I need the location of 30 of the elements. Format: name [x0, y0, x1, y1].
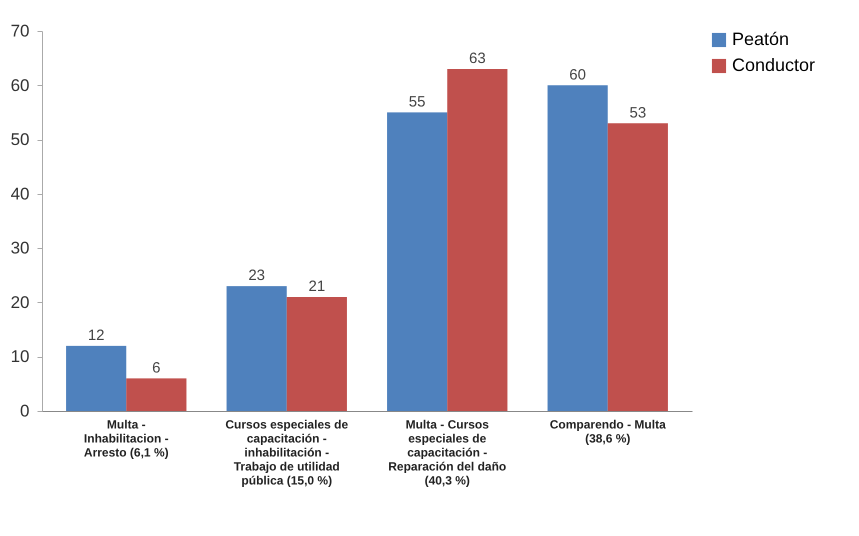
- x-tick-label: Comparendo - Multa (38,6 %): [550, 418, 666, 446]
- data-label: 60: [569, 66, 586, 84]
- data-label: 63: [468, 50, 486, 67]
- bar: [126, 378, 186, 411]
- y-tick-label: 70: [10, 22, 30, 40]
- y-tick-label: 10: [10, 347, 30, 366]
- legend-label: Peatón: [732, 29, 790, 49]
- y-tick-label: 50: [10, 130, 30, 150]
- data-label: 21: [308, 278, 326, 295]
- data-label: 55: [408, 93, 426, 110]
- bar: [66, 346, 126, 411]
- data-label: 12: [88, 326, 105, 344]
- y-tick-label: 30: [10, 238, 30, 258]
- bar: [387, 112, 448, 411]
- legend-label: Conductor: [732, 55, 816, 75]
- bar: [548, 85, 608, 411]
- bar: [286, 297, 347, 411]
- bar: [608, 123, 668, 411]
- bar: [447, 69, 508, 411]
- y-tick-label: 40: [10, 184, 30, 204]
- data-label: 6: [152, 359, 161, 376]
- x-tick-label: Multa - Cursos especiales de capacitación - Reparación del daño (40,3 %): [388, 418, 506, 488]
- data-label: 23: [248, 267, 266, 284]
- data-label: 53: [629, 104, 646, 122]
- y-tick-label: 20: [10, 292, 30, 312]
- x-tick-label: Cursos especiales de capacitación - inhabilitación - Trabajo de utilidad pública (15,0 %): [225, 418, 348, 488]
- y-tick-label: 0: [20, 402, 30, 420]
- x-tick-label: Multa - Inhabilitacion - Arresto (6,1 %): [84, 418, 169, 460]
- y-tick-label: 60: [10, 76, 30, 95]
- bar: [226, 286, 287, 411]
